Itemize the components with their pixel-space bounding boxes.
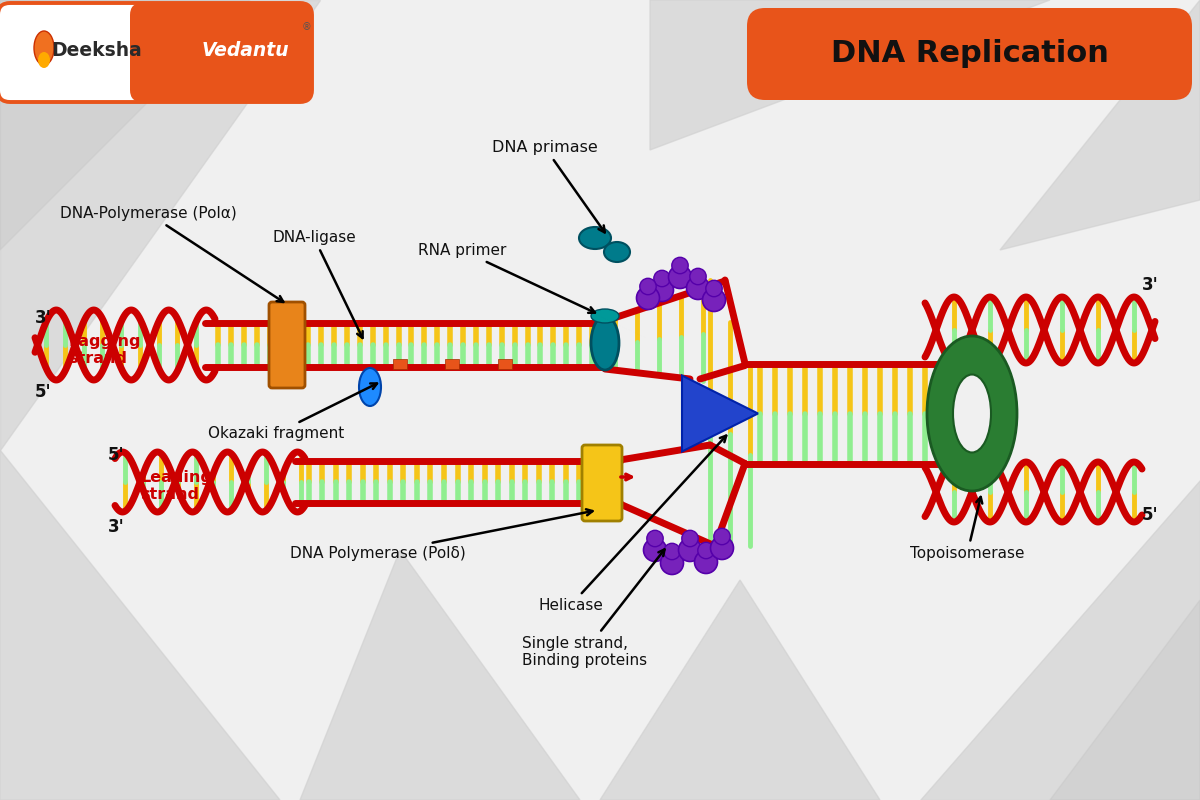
Ellipse shape [604, 242, 630, 262]
FancyBboxPatch shape [498, 359, 512, 369]
Circle shape [668, 266, 691, 289]
Text: DNA Polymerase (Polδ): DNA Polymerase (Polδ) [290, 510, 593, 561]
Text: 3': 3' [108, 518, 125, 536]
FancyBboxPatch shape [269, 302, 305, 388]
Circle shape [695, 550, 718, 574]
Text: DNA-ligase: DNA-ligase [272, 230, 362, 338]
Ellipse shape [580, 227, 611, 249]
Text: DNA-Polymerase (Polα): DNA-Polymerase (Polα) [60, 206, 283, 302]
Text: 5': 5' [35, 383, 52, 401]
Circle shape [690, 268, 706, 285]
FancyBboxPatch shape [445, 359, 458, 369]
Text: 3': 3' [1142, 276, 1159, 294]
Text: DNA primase: DNA primase [492, 140, 605, 233]
Polygon shape [1000, 0, 1200, 250]
Text: 3': 3' [35, 309, 52, 327]
Ellipse shape [359, 368, 382, 406]
Circle shape [664, 543, 680, 560]
Text: Lagging
strand: Lagging strand [68, 334, 140, 366]
Polygon shape [1050, 600, 1200, 800]
Ellipse shape [592, 309, 619, 323]
Circle shape [698, 542, 714, 558]
Circle shape [678, 538, 702, 562]
Polygon shape [0, 0, 250, 250]
Circle shape [643, 538, 666, 562]
Text: Deeksha: Deeksha [52, 41, 143, 59]
Polygon shape [0, 450, 280, 800]
Text: Leading
strand: Leading strand [140, 470, 212, 502]
Circle shape [706, 280, 722, 297]
Polygon shape [300, 550, 580, 800]
Circle shape [682, 530, 698, 546]
Ellipse shape [38, 52, 50, 68]
FancyBboxPatch shape [582, 445, 622, 521]
Polygon shape [600, 580, 880, 800]
Polygon shape [650, 0, 1050, 150]
Text: Vedantu: Vedantu [202, 41, 289, 59]
Circle shape [686, 277, 709, 299]
Text: RNA primer: RNA primer [418, 243, 595, 313]
Circle shape [640, 278, 656, 294]
Ellipse shape [592, 316, 619, 370]
Text: 5': 5' [108, 446, 125, 464]
Circle shape [647, 530, 664, 546]
Text: Okazaki fragment: Okazaki fragment [208, 383, 377, 441]
Circle shape [654, 270, 671, 286]
Text: Helicase: Helicase [538, 436, 726, 613]
Ellipse shape [928, 336, 1018, 491]
Polygon shape [682, 375, 758, 451]
Text: 5': 5' [1142, 506, 1159, 524]
Ellipse shape [34, 31, 54, 65]
Circle shape [710, 537, 733, 559]
Text: ®: ® [302, 22, 312, 32]
FancyBboxPatch shape [130, 3, 312, 102]
Circle shape [636, 286, 660, 310]
Ellipse shape [953, 374, 991, 453]
FancyBboxPatch shape [746, 8, 1192, 100]
Polygon shape [920, 480, 1200, 800]
Polygon shape [0, 0, 320, 450]
Circle shape [672, 258, 689, 274]
Circle shape [714, 528, 730, 545]
Circle shape [660, 551, 684, 574]
Circle shape [650, 278, 673, 302]
FancyBboxPatch shape [394, 359, 407, 369]
Circle shape [702, 289, 726, 311]
Text: Single strand,
Binding proteins: Single strand, Binding proteins [522, 550, 665, 668]
Text: DNA Replication: DNA Replication [832, 38, 1109, 67]
Text: Topoisomerase: Topoisomerase [910, 497, 1025, 561]
FancyBboxPatch shape [0, 3, 312, 102]
